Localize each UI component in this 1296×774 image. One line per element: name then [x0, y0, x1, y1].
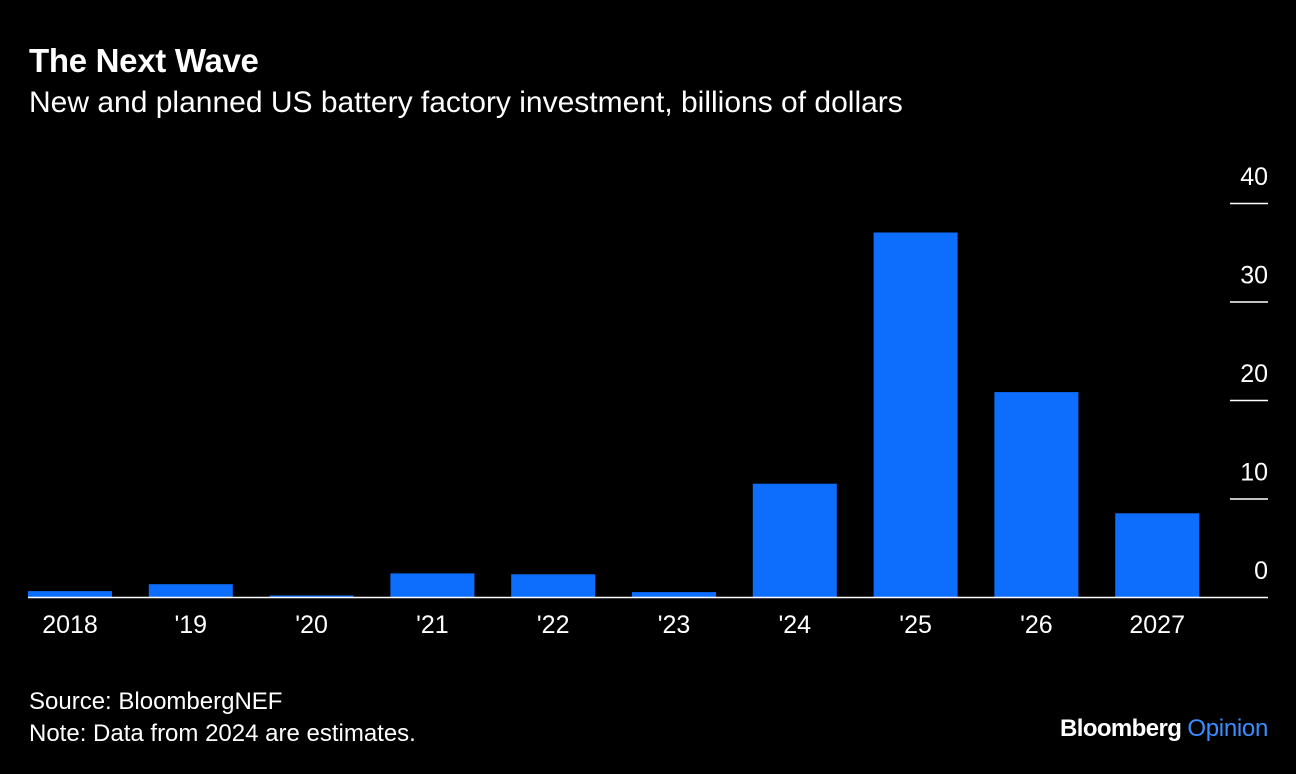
- x-tick-label-7: '25: [899, 611, 932, 639]
- x-tick-label-2: '20: [295, 611, 328, 639]
- y-tick-label-3: 10: [1240, 459, 1268, 487]
- y-tick-label-1: 30: [1240, 262, 1268, 290]
- bar-6: [752, 483, 837, 597]
- x-tick-label-8: '26: [1020, 611, 1053, 639]
- bar-1: [148, 584, 233, 597]
- bar-5: [632, 592, 716, 597]
- x-tick-label-6: '24: [779, 611, 812, 639]
- y-tick-label-4: 0: [1254, 557, 1268, 585]
- bar-8: [994, 392, 1079, 597]
- chart-subtitle: New and planned US battery factory inves…: [29, 86, 903, 119]
- x-tick-label-4: '22: [537, 611, 570, 639]
- y-tick-label-0: 40: [1240, 163, 1268, 191]
- bar-3: [390, 573, 475, 597]
- x-tick-label-0: 2018: [42, 611, 98, 639]
- x-tick-label-5: '23: [658, 611, 691, 639]
- x-tick-label-9: 2027: [1129, 611, 1185, 639]
- x-tick-label-3: '21: [416, 611, 449, 639]
- y-tick-label-2: 20: [1240, 360, 1268, 388]
- x-axis: 2018 '19 '20 '21 '22 '23 '24 '25 '26 2027: [28, 596, 1268, 639]
- bar-0: [28, 591, 112, 597]
- brand-section: Opinion: [1187, 715, 1268, 742]
- chart-title: The Next Wave: [29, 42, 259, 79]
- bars-group: [28, 232, 1200, 597]
- bar-7: [873, 232, 958, 597]
- brand-logo: Bloomberg Opinion: [1060, 715, 1268, 743]
- data-note: Note: Data from 2024 are estimates.: [29, 720, 416, 747]
- bar-2: [269, 595, 354, 597]
- bar-4: [511, 574, 596, 597]
- x-tick-label-1: '19: [175, 611, 208, 639]
- bar-9: [1115, 513, 1200, 597]
- source-note: Source: BloombergNEF: [29, 688, 283, 715]
- brand-name: Bloomberg: [1060, 715, 1182, 742]
- y-axis: 40 30 20 10 0: [1230, 163, 1268, 585]
